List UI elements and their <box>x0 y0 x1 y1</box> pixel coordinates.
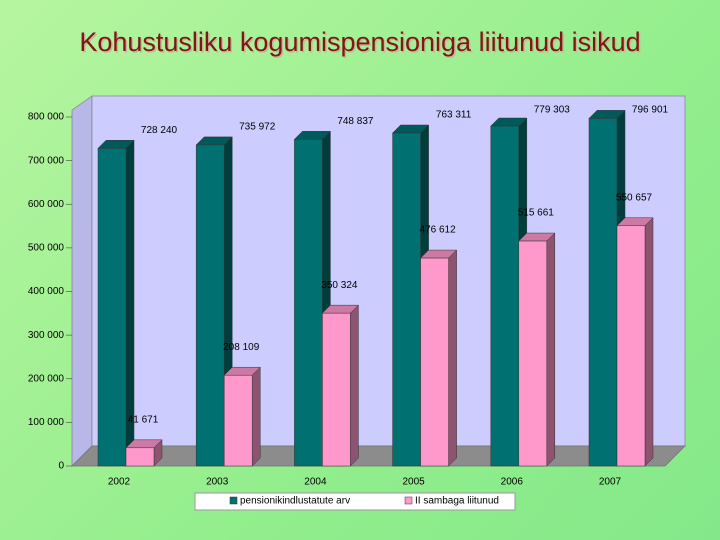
value-label: 550 657 <box>616 192 653 203</box>
bar-face <box>350 304 359 467</box>
bar-face <box>223 374 253 467</box>
x-tick-label: 2002 <box>108 477 131 488</box>
bar-face <box>644 217 654 467</box>
bar <box>195 136 233 467</box>
bar <box>321 304 360 467</box>
value-label: 735 972 <box>239 122 276 133</box>
value-label: 515 661 <box>518 208 555 219</box>
bar-face <box>392 132 421 467</box>
chart-title: Kohustusliku kogumispensioniga liitunud … <box>79 27 640 57</box>
bar-face <box>546 232 556 467</box>
y-tick-label: 700 000 <box>28 155 65 166</box>
x-tick-label: 2005 <box>402 477 425 488</box>
bar-face <box>616 225 646 467</box>
y-tick-label: 600 000 <box>28 199 65 210</box>
bar-face <box>518 240 548 467</box>
side-wall <box>71 95 93 467</box>
x-tick-label: 2007 <box>599 477 622 488</box>
legend-label: II sambaga liitunud <box>415 496 499 507</box>
x-tick-label: 2006 <box>501 477 524 488</box>
bar-face <box>448 249 457 467</box>
bar <box>490 117 528 467</box>
y-tick-label: 200 000 <box>28 373 65 384</box>
legend-swatch <box>404 496 413 505</box>
chart-title: Kohustusliku kogumispensioniga liitunud … <box>81 29 642 59</box>
value-label: 779 303 <box>534 105 571 116</box>
value-label: 476 612 <box>420 225 457 236</box>
bar <box>616 217 654 467</box>
legend-swatch <box>229 496 238 505</box>
value-label: 748 837 <box>337 116 374 127</box>
x-tick-label: 2004 <box>304 477 327 488</box>
bar-face <box>125 447 155 467</box>
bar-face <box>294 139 323 467</box>
bar <box>223 366 261 467</box>
x-tick-label: 2003 <box>206 477 229 488</box>
bar-face <box>322 312 351 467</box>
bar <box>97 139 135 467</box>
value-label: 41 671 <box>128 414 159 425</box>
bar-face <box>97 148 127 467</box>
bar-face <box>490 125 520 467</box>
value-label: 208 109 <box>223 342 260 353</box>
y-tick-label: 800 000 <box>28 112 65 123</box>
y-tick-label: 100 000 <box>28 417 65 428</box>
value-label: 728 240 <box>141 125 178 136</box>
value-label: 763 311 <box>436 110 472 121</box>
y-tick-label: 500 000 <box>28 243 65 254</box>
bar <box>125 439 163 467</box>
y-tick-label: 300 000 <box>28 330 65 341</box>
bar-face <box>195 144 225 467</box>
value-label: 796 901 <box>632 105 669 116</box>
bar-face <box>251 366 261 467</box>
bar <box>518 232 556 467</box>
bar <box>419 249 458 467</box>
value-label: 350 324 <box>321 280 358 291</box>
bar-face <box>420 257 449 467</box>
back-wall <box>91 95 686 447</box>
bar-face <box>588 118 618 467</box>
legend <box>194 492 516 511</box>
y-tick-label: 400 000 <box>28 286 65 297</box>
legend-label: pensionikindlustatute arv <box>240 496 350 507</box>
y-tick-label: 0 <box>58 461 64 472</box>
